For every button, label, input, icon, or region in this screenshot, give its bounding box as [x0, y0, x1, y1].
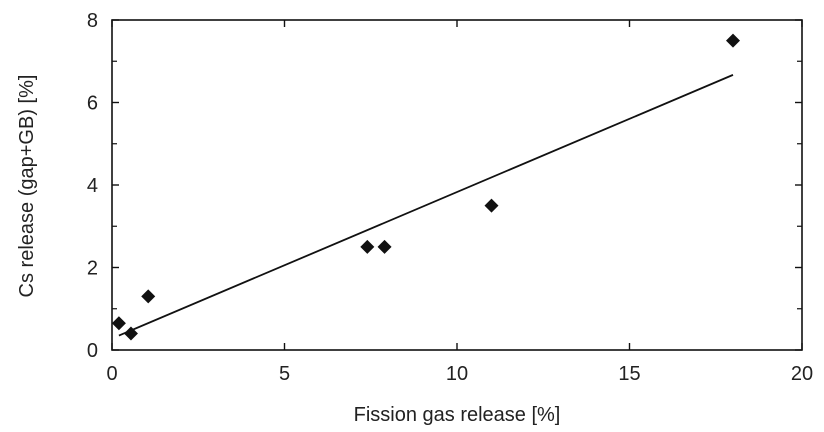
data-point-diamond — [726, 33, 740, 48]
data-point-diamond — [111, 316, 126, 331]
plot-frame — [111, 19, 803, 351]
y-axis-title: Cs release (gap+GB) [%] — [16, 75, 38, 298]
x-tick-label: 10 — [446, 363, 468, 385]
y-tick-label: 4 — [87, 175, 98, 197]
data-points — [111, 33, 740, 341]
x-axis: 0 5 10 15 20 — [106, 20, 813, 385]
y-axis: 0 2 4 6 8 — [87, 10, 802, 362]
y-tick-label: 6 — [87, 93, 98, 115]
y-tick-label: 0 — [87, 340, 98, 362]
data-point-diamond — [377, 239, 392, 254]
x-tick-label: 5 — [279, 363, 290, 385]
data-point-diamond — [123, 326, 138, 341]
data-point-diamond — [484, 198, 499, 213]
fit-line — [118, 74, 734, 337]
fit-line-group — [118, 74, 734, 337]
data-point-diamond — [141, 289, 156, 304]
x-tick-label: 15 — [618, 363, 640, 385]
y-tick-label: 8 — [87, 10, 98, 32]
x-tick-label: 0 — [106, 363, 117, 385]
y-tick-label: 2 — [87, 258, 98, 280]
x-axis-title: Fission gas release [%] — [354, 404, 561, 426]
data-point-diamond — [360, 239, 375, 254]
x-tick-label: 20 — [791, 363, 813, 385]
